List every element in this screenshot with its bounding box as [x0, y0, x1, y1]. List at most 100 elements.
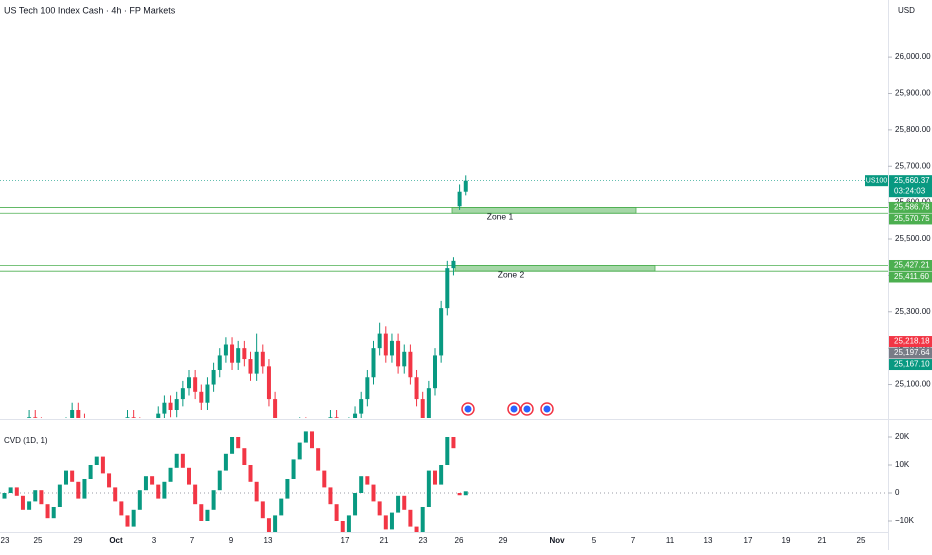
candle-body: [463, 491, 468, 496]
candle-body: [426, 470, 431, 507]
candle-body: [242, 348, 247, 360]
symbol-label: US100: [866, 178, 888, 185]
candle-body: [187, 377, 191, 389]
candle-body: [322, 470, 327, 488]
candle-body: [236, 348, 241, 363]
candle-body: [64, 470, 68, 485]
candle-body: [211, 369, 216, 385]
y-tick-label: 0: [895, 488, 900, 497]
candle-body: [174, 453, 179, 468]
y-tick-label: 25,700.00: [895, 161, 931, 170]
chart-title: US Tech 100 Index Cash · 4h · FP Markets: [4, 5, 176, 15]
x-tick-label: Oct: [109, 536, 123, 545]
candle-body: [451, 260, 456, 269]
candle-body: [248, 464, 253, 482]
candle-body: [230, 344, 235, 363]
candle-body: [168, 467, 173, 482]
candle-body: [131, 417, 136, 418]
candle-body: [433, 470, 437, 485]
price-tag: [889, 271, 932, 283]
candle-body: [260, 501, 265, 519]
y-tick-label: 25,500.00: [895, 234, 931, 243]
candle-body: [445, 436, 450, 465]
x-tick-label: 11: [666, 536, 675, 545]
candle-body: [310, 431, 314, 449]
candle-body: [131, 509, 136, 527]
candle-body: [254, 351, 259, 374]
x-tick-label: 29: [499, 536, 508, 545]
price-tag: [889, 201, 932, 213]
candle-body: [334, 417, 339, 418]
x-tick-label: 3: [152, 536, 157, 545]
candle-body: [211, 490, 216, 510]
candle-body: [316, 448, 321, 471]
price-tag-label: 25,218.18: [894, 337, 930, 346]
candle-body: [439, 464, 444, 485]
candle-body: [389, 512, 394, 530]
candle-body: [383, 515, 388, 530]
candle-body: [88, 464, 93, 479]
candle-body: [377, 501, 382, 516]
candle-body: [457, 492, 462, 496]
candle-body: [143, 476, 148, 491]
price-tag: [889, 213, 932, 225]
candle-body: [162, 402, 167, 414]
price-tag: [889, 359, 932, 371]
price-tag-label: 25,411.60: [894, 272, 930, 281]
candle-body: [180, 453, 185, 468]
candle-body: [8, 487, 13, 493]
zone-label: Zone 1: [487, 212, 514, 222]
candle-body: [205, 384, 210, 403]
candle-body: [445, 268, 450, 309]
candle-body: [27, 417, 32, 418]
candle-body: [266, 366, 271, 400]
candle-body: [20, 495, 25, 510]
candle-body: [125, 417, 130, 418]
candle-body: [273, 399, 278, 418]
candle-body: [70, 409, 75, 418]
x-tick-label: 21: [380, 536, 389, 545]
candle-body: [340, 520, 345, 532]
x-tick-label: 13: [704, 536, 713, 545]
cvd-pane: [0, 431, 888, 532]
candle-body: [236, 436, 241, 449]
y-tick-label: 25,300.00: [895, 307, 931, 316]
candle-body: [334, 504, 339, 521]
x-tick-label: 5: [592, 536, 597, 545]
candle-body: [45, 504, 50, 519]
candle-body: [254, 481, 259, 502]
x-tick-label: 7: [631, 536, 636, 545]
candle-body: [51, 506, 56, 519]
candle-body: [14, 487, 19, 496]
x-tick-label: 7: [190, 536, 195, 545]
candle-body: [70, 470, 75, 482]
x-tick-label: 25: [857, 536, 866, 545]
x-tick-label: 9: [229, 536, 234, 545]
candle-body: [248, 359, 253, 374]
axes: 25,100.0025,200.0025,300.0025,400.0025,5…: [1, 52, 932, 545]
y-tick-label: 10K: [895, 460, 910, 469]
candle-body: [396, 340, 401, 367]
price-tag-label: 25,660.37: [894, 176, 930, 185]
candle-body: [457, 191, 462, 207]
y-tick-label: 25,900.00: [895, 89, 931, 98]
price-tag-label: 25,167.10: [894, 360, 930, 369]
candle-body: [279, 498, 284, 516]
candle-body: [242, 448, 247, 465]
candle-body: [150, 476, 155, 485]
candle-body: [100, 456, 105, 474]
countdown: 03:24:03: [894, 186, 926, 195]
event-icon-dot: [543, 405, 551, 413]
x-tick-label: 23: [419, 536, 428, 545]
candle-body: [463, 180, 468, 192]
candle-body: [402, 351, 407, 367]
candle-body: [328, 487, 333, 505]
event-icon-dot: [510, 405, 518, 413]
candle-body: [420, 399, 425, 418]
candle-body: [205, 509, 210, 521]
candle-body: [199, 391, 204, 403]
candle-body: [389, 340, 394, 356]
x-tick-label: 21: [818, 536, 827, 545]
candle-body: [285, 478, 290, 499]
